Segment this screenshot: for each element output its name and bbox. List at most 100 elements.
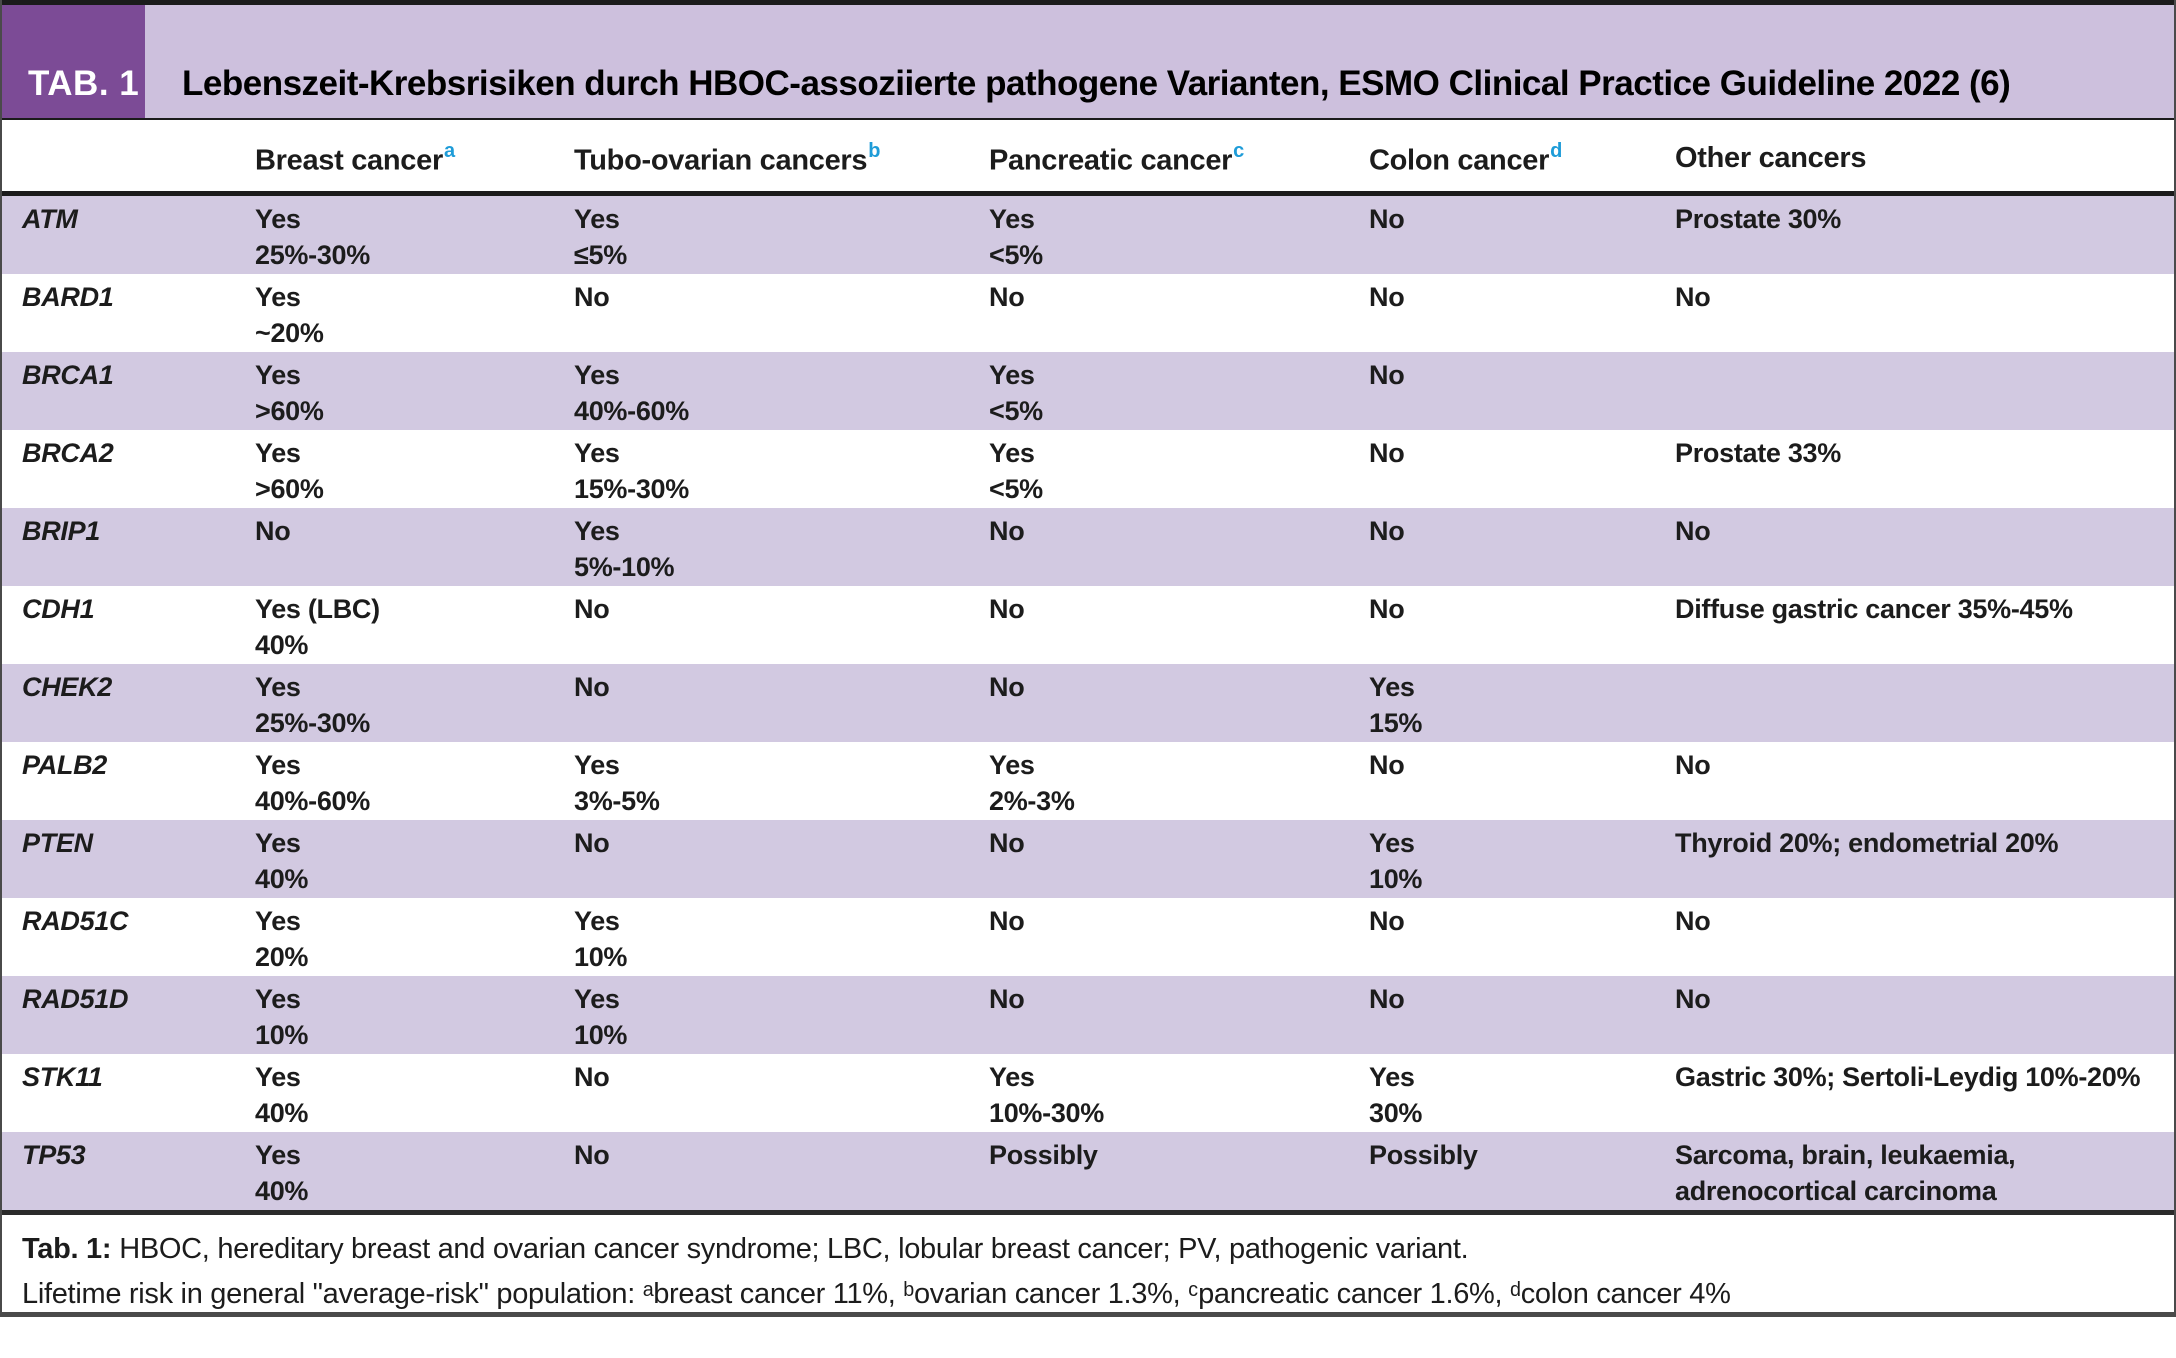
cell-line: Yes	[255, 360, 301, 390]
cell-line: Yes	[255, 1140, 301, 1170]
cell-line: Yes	[989, 1062, 1035, 1092]
table-row: TP53 Yes 40% No Possibly Possibly Sarcoma, bra…	[2, 1132, 2174, 1210]
cell-line: 15%	[1369, 708, 1423, 738]
cell-line: No	[989, 828, 1025, 858]
cell-pancreatic: No	[989, 898, 1369, 976]
cell-pancreatic: Yes <5%	[989, 430, 1369, 508]
cell-line: Yes	[255, 1062, 301, 1092]
cell-line: Yes	[989, 204, 1035, 234]
cell-line: Yes	[574, 750, 620, 780]
footnote-marker: a	[443, 140, 455, 162]
cell-line: No	[574, 672, 610, 702]
cell-line: <5%	[989, 474, 1043, 504]
cell-line: 10%	[574, 942, 628, 972]
gene-name: ATM	[22, 204, 78, 234]
cell-line: 10%	[574, 1020, 628, 1050]
cell-colon: Yes 15%	[1369, 664, 1675, 742]
cell-colon: No	[1369, 430, 1675, 508]
cell-line: No	[1675, 282, 1711, 312]
cell-breast: No	[255, 508, 574, 586]
gene-name: RAD51D	[22, 984, 129, 1014]
gene-name: PTEN	[22, 828, 93, 858]
table-row: CDH1 Yes (LBC) 40% No No No Diffuse gastric ca…	[2, 586, 2174, 664]
cell-pancreatic: Yes <5%	[989, 352, 1369, 430]
cell-line: No	[989, 282, 1025, 312]
table-body: ATM Yes 25%-30% Yes ≤5% Yes <5% No Prostate 30% B…	[2, 196, 2174, 1215]
cell-line: No	[1369, 438, 1405, 468]
cell-line: No	[1369, 204, 1405, 234]
cell-tubo: No	[574, 274, 989, 352]
cell-line: ~20%	[255, 318, 324, 348]
footnote-abbreviations-text: HBOC, hereditary breast and ovarian canc…	[119, 1233, 1469, 1265]
cell-pancreatic: Yes 2%-3%	[989, 742, 1369, 820]
cell-tubo: Yes 10%	[574, 898, 989, 976]
cell-tubo: Yes 40%-60%	[574, 352, 989, 430]
cell-colon: Yes 10%	[1369, 820, 1675, 898]
cell-breast: Yes 20%	[255, 898, 574, 976]
cell-tubo: No	[574, 820, 989, 898]
title-band: TAB. 1 Lebenszeit-Krebsrisiken durch HBO…	[2, 5, 2174, 118]
cell-line: No	[1369, 906, 1405, 936]
footnote-marker: c	[1233, 140, 1244, 162]
cell-line: 2%-3%	[989, 786, 1075, 816]
cell-line: No	[574, 282, 610, 312]
cell-breast: Yes 10%	[255, 976, 574, 1054]
cell-other: No	[1675, 508, 2174, 586]
cell-line: Yes	[574, 360, 620, 390]
cell-tubo: Yes 10%	[574, 976, 989, 1054]
footnote-area: Tab. 1: HBOC, hereditary breast and ovari…	[2, 1215, 2174, 1317]
cell-pancreatic: Possibly	[989, 1132, 1369, 1210]
cell-pancreatic: No	[989, 586, 1369, 664]
cell-colon: No	[1369, 352, 1675, 430]
cell-tubo: No	[574, 1132, 989, 1210]
cell-other: Gastric 30%; Sertoli-Leydig 10%-20%	[1675, 1054, 2174, 1132]
cell-line: No	[574, 594, 610, 624]
cell-pancreatic: No	[989, 664, 1369, 742]
gene-name: BRIP1	[22, 516, 101, 546]
gene-name: BARD1	[22, 282, 114, 312]
cell-line: Yes	[255, 828, 301, 858]
cell-line: No	[574, 1140, 610, 1170]
cell-line: 25%-30%	[255, 240, 370, 270]
cell-line: Yes	[1369, 672, 1415, 702]
cell-line: Yes	[989, 360, 1035, 390]
cell-pancreatic: No	[989, 820, 1369, 898]
cell-line: 5%-10%	[574, 552, 675, 582]
cell-line: 25%-30%	[255, 708, 370, 738]
cell-tubo: Yes 15%-30%	[574, 430, 989, 508]
cell-line: No	[1675, 984, 1711, 1014]
column-header	[2, 120, 255, 191]
cell-line: No	[1369, 360, 1405, 390]
gene-name: BRCA2	[22, 438, 114, 468]
cell-line: No	[1675, 906, 1711, 936]
cell-line: No	[1675, 750, 1711, 780]
cell-line: No	[1369, 750, 1405, 780]
cell-breast: Yes 25%-30%	[255, 196, 574, 274]
cell-line: 15%-30%	[574, 474, 689, 504]
cell-line: 3%-5%	[574, 786, 660, 816]
cell-line: Prostate 33%	[1675, 438, 1841, 468]
cell-line: 40%-60%	[574, 396, 689, 426]
cell-line: Yes	[255, 282, 301, 312]
cell-line: 30%	[1369, 1098, 1423, 1128]
footnote-marker: d	[1550, 140, 1563, 162]
cell-line: Gastric 30%; Sertoli-Leydig 10%-20%	[1675, 1062, 2141, 1092]
cell-line: Possibly	[989, 1140, 1098, 1170]
footnote-abbreviations: Tab. 1: HBOC, hereditary breast and ovari…	[22, 1227, 2164, 1272]
cell-line: No	[1675, 516, 1711, 546]
table-row: RAD51D Yes 10% Yes 10% No No No	[2, 976, 2174, 1054]
cell-line: Possibly	[1369, 1140, 1478, 1170]
cell-other: No	[1675, 742, 2174, 820]
gene-name: RAD51C	[22, 906, 129, 936]
cell-line: Yes (LBC)	[255, 594, 380, 624]
table-row: CHEK2 Yes 25%-30% No No Yes 15%	[2, 664, 2174, 742]
cell-colon: No	[1369, 976, 1675, 1054]
cell-line: <5%	[989, 240, 1043, 270]
cell-line: Yes	[255, 750, 301, 780]
cell-breast: Yes 40%	[255, 1054, 574, 1132]
cell-line: 10%	[1369, 864, 1423, 894]
cell-line: No	[574, 828, 610, 858]
cell-breast: Yes ~20%	[255, 274, 574, 352]
cell-tubo: Yes 5%-10%	[574, 508, 989, 586]
cell-other: No	[1675, 898, 2174, 976]
